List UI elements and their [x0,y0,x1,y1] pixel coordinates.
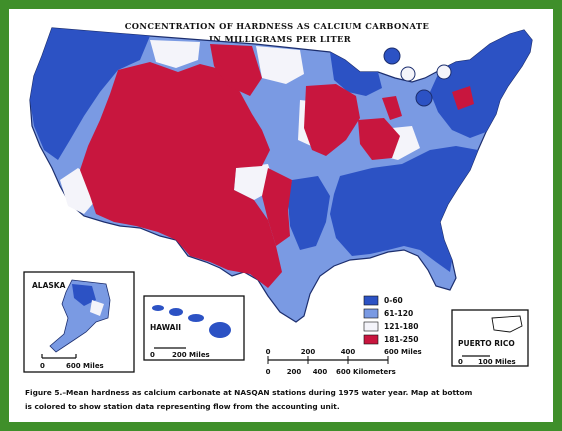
puerto-rico-scale-label: 100 Miles [478,358,516,366]
station-circle-2 [415,89,433,107]
alaska-scale-label: 600 Miles [66,362,104,370]
legend-swatch-3 [363,321,379,332]
region-dark-blue-nw [30,28,150,160]
region-dark-blue-ne [430,30,532,138]
scale-km-600: 600 Kilometers [336,368,396,376]
scale-miles-600: 600 Miles [384,348,422,356]
region-white-montana [150,40,200,68]
legend-label-4: 181-250 [384,335,418,344]
hawaii-scale-zero: 0 [150,351,155,359]
region-red-illinois [358,118,400,160]
alaska-label: ALASKA [32,281,66,290]
puerto-rico-inset: PUERTO RICO 0 100 Miles [451,309,529,367]
map-title-line2: IN MILLIGRAMS PER LITER [209,34,351,44]
scale-km-400: 400 [313,368,328,376]
legend-swatch-4 [363,334,379,345]
figure-caption-line1: Figure 5.–Mean hardness as calcium carbo… [25,388,473,397]
region-red-northcentral [210,44,262,96]
scale-miles-400: 400 [341,348,356,356]
scale-bar: 0 200 400 600 Miles 0 200 400 600 Kilome… [266,348,422,376]
region-red-iowa [304,84,360,156]
map-svg: CONCENTRATION OF HARDNESS AS CALCIUM CAR… [23,21,533,411]
legend-label-2: 61-120 [384,309,413,318]
region-red-ny [452,86,474,110]
scale-km-0: 0 [266,368,271,376]
region-dark-blue-lakes [330,52,382,96]
hawaii-scale-label: 200 Miles [172,351,210,359]
region-red-west [80,62,282,288]
station-circle-3 [436,64,452,80]
map-figure: CONCENTRATION OF HARDNESS AS CALCIUM CAR… [9,9,553,422]
hawaii-inset: HAWAII 0 200 Miles [143,295,245,361]
scale-miles-200: 200 [301,348,316,356]
region-dark-blue-ms [288,176,330,250]
hawaii-label: HAWAII [150,323,181,332]
figure-caption-line2: is colored to show station data represen… [25,402,340,411]
puerto-rico-scale-zero: 0 [458,358,463,366]
legend: 0-60 61-120 121-180 181-250 [363,295,418,345]
scale-km-200: 200 [287,368,302,376]
alaska-scale-zero: 0 [40,362,45,370]
region-red-sw-plains [262,168,292,246]
puerto-rico-label: PUERTO RICO [458,339,515,348]
legend-label-1: 0-60 [384,296,403,305]
legend-swatch-2 [363,308,379,319]
region-white-dakota [256,46,304,84]
region-dark-blue-se [330,146,478,272]
map-title-line1: CONCENTRATION OF HARDNESS AS CALCIUM CAR… [125,21,429,31]
legend-label-3: 121-180 [384,322,418,331]
region-red-indiana [382,96,402,120]
alaska-inset: ALASKA 0 600 Miles [23,271,135,373]
legend-swatch-1 [363,295,379,306]
scale-miles-0: 0 [266,348,271,356]
station-circle-1 [383,47,401,65]
station-circle-4 [400,66,416,82]
